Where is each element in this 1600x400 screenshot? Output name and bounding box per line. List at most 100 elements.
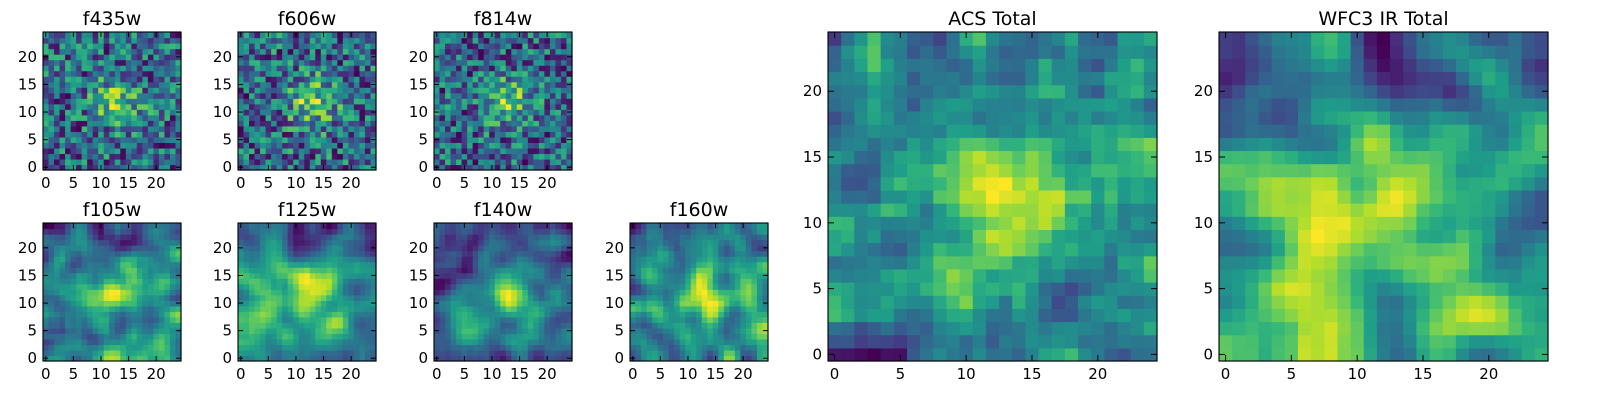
heatmap-cell (76, 278, 83, 285)
heatmap-cell (560, 76, 568, 83)
heatmap-cell (1012, 203, 1026, 217)
heatmap-cell (348, 147, 355, 155)
heatmap-cell (353, 32, 361, 39)
heatmap-cell (103, 278, 110, 285)
heatmap-cell (114, 349, 121, 357)
heatmap-cell (549, 294, 557, 301)
heatmap-cell (348, 131, 355, 138)
heatmap-cell (147, 32, 154, 39)
heatmap-cell (1143, 176, 1158, 191)
heatmap-cell (920, 321, 934, 336)
heatmap-cell (635, 250, 642, 257)
heatmap-cell (439, 256, 446, 263)
heatmap-cell (663, 267, 670, 274)
heatmap-cell (489, 76, 496, 83)
axes-frame (237, 222, 377, 362)
heatmap-cell (65, 338, 72, 346)
heatmap-cell (271, 59, 278, 66)
heatmap-cell (169, 136, 177, 143)
heatmap-cell (271, 349, 278, 357)
heatmap-cells (434, 223, 573, 362)
heatmap-cell (712, 327, 719, 334)
heatmap-cell (450, 344, 457, 351)
heatmap-cell (158, 278, 166, 285)
heatmap-cell (533, 289, 540, 296)
heatmap-cell (652, 316, 659, 323)
heatmap-cell (461, 59, 468, 66)
heatmap-cell (985, 308, 1000, 323)
heatmap-cell (450, 256, 457, 263)
heatmap-cell (175, 250, 182, 257)
heatmap-cell (136, 294, 143, 301)
heatmap-cell (304, 43, 311, 50)
heatmap-cell (265, 250, 272, 257)
heatmap-cell (348, 153, 355, 160)
heatmap-cell (472, 300, 479, 307)
heatmap-cell (972, 203, 987, 217)
heatmap-cell (668, 272, 675, 279)
heatmap-cell (544, 316, 551, 323)
heatmap-cell (169, 48, 177, 55)
heatmap-cell (712, 305, 719, 312)
heatmap-cell (668, 261, 675, 268)
heatmap-cell (276, 98, 283, 105)
heatmap-cell (364, 272, 372, 279)
heatmap-cell (142, 294, 149, 301)
heatmap-cell (54, 349, 61, 357)
heatmap-cell (527, 267, 534, 274)
heatmap-cell (315, 125, 322, 132)
heatmap-cell (92, 338, 99, 346)
heatmap-cell (293, 245, 300, 252)
heatmap-cell (249, 355, 256, 362)
heatmap-cell (164, 349, 171, 357)
heatmap-cell (81, 81, 88, 88)
heatmap-cell (450, 147, 457, 155)
x-tick-label: 0 (628, 365, 638, 383)
heatmap-cell (690, 239, 697, 246)
heatmap-cell (1051, 308, 1066, 323)
heatmap-cell (483, 103, 490, 110)
heatmap-cell (560, 283, 568, 290)
heatmap-cell (1143, 334, 1158, 349)
heatmap-cell (298, 245, 305, 252)
heatmap-cell (999, 268, 1013, 283)
heatmap-cell (348, 81, 355, 88)
heatmap-cell (511, 32, 518, 39)
heatmap-cell (331, 92, 338, 99)
heatmap-cell (522, 153, 529, 160)
heatmap-cell (712, 344, 719, 351)
heatmap-cell (120, 120, 127, 127)
heatmap-cell (555, 256, 562, 263)
panel-title: f125w (278, 199, 337, 221)
heatmap-cell (249, 87, 256, 94)
heatmap-cell (98, 316, 105, 323)
heatmap-cell (175, 267, 182, 274)
heatmap-cell (467, 153, 474, 160)
heatmap-cell (298, 98, 305, 105)
heatmap-cell (729, 272, 736, 279)
heatmap-cell (946, 203, 961, 217)
heatmap-cell (76, 333, 83, 340)
heatmap-cell (142, 349, 149, 357)
heatmap-cell (59, 120, 66, 127)
heatmap-cell (696, 245, 703, 252)
heatmap-cell (560, 32, 568, 39)
heatmap-cell (472, 59, 479, 66)
heatmap-cell (92, 355, 99, 362)
heatmap-cell (505, 98, 512, 105)
heatmap-cell (238, 278, 245, 285)
heatmap-cell (293, 92, 300, 99)
heatmap-cell (505, 311, 512, 318)
heatmap-cell (298, 125, 305, 132)
heatmap-cell (131, 223, 138, 230)
heatmap-cell (76, 37, 83, 44)
heatmap-cell (489, 125, 496, 132)
heatmap-cell (467, 349, 474, 357)
heatmap-cell (164, 294, 171, 301)
heatmap-cell (81, 322, 88, 329)
heatmap-cell (87, 239, 94, 246)
heatmap-cell (734, 245, 741, 252)
heatmap-cell (533, 283, 540, 290)
heatmap-cell (445, 283, 452, 290)
heatmap-cell (175, 70, 182, 77)
